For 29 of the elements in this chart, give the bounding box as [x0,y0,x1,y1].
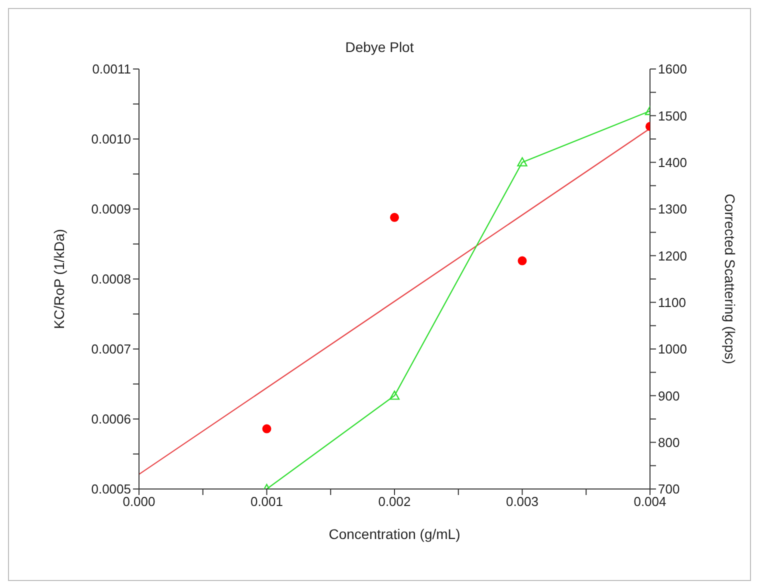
y2-axis-title: Corrected Scattering (kcps) [722,194,738,364]
y2-tick-label: 1600 [658,62,687,77]
x-axis-title: Concentration (g/mL) [328,526,460,542]
y-tick-label: 0.0006 [91,412,131,427]
y2-tick-label: 700 [658,482,680,497]
point [390,212,399,222]
y-tick-label: 0.0009 [91,202,131,217]
y2-tick-label: 800 [658,434,680,450]
point [262,424,272,434]
y-tick-label: 0.0005 [91,482,131,497]
y2-tick-label: 1300 [658,202,687,217]
x-tick-label: 0.001 [250,494,284,510]
y2-tick-label: 1400 [658,154,687,170]
x-tick-label: 0.000 [122,494,156,510]
y2-tick-label: 1100 [658,294,686,310]
x-tick-label: 0.004 [634,494,666,510]
y2-tick-label: 1000 [658,342,687,357]
y-tick-label: 0.0011 [92,62,131,77]
y-tick-label: 0.0008 [91,272,131,287]
x-tick-label: 0.003 [506,494,539,510]
y-tick-label: 0.0010 [91,132,131,147]
chart-title: Debye Plot [344,39,415,55]
point [518,256,527,266]
x-tick-label: 0.002 [378,494,411,510]
y-tick-label: 0.0007 [91,342,131,357]
y2-tick-label: 1500 [658,108,687,124]
y-axis-title: KC/RoP (1/kDa) [50,228,67,330]
y2-tick-label: 900 [658,388,680,404]
y2-tick-label: 1200 [658,248,687,264]
